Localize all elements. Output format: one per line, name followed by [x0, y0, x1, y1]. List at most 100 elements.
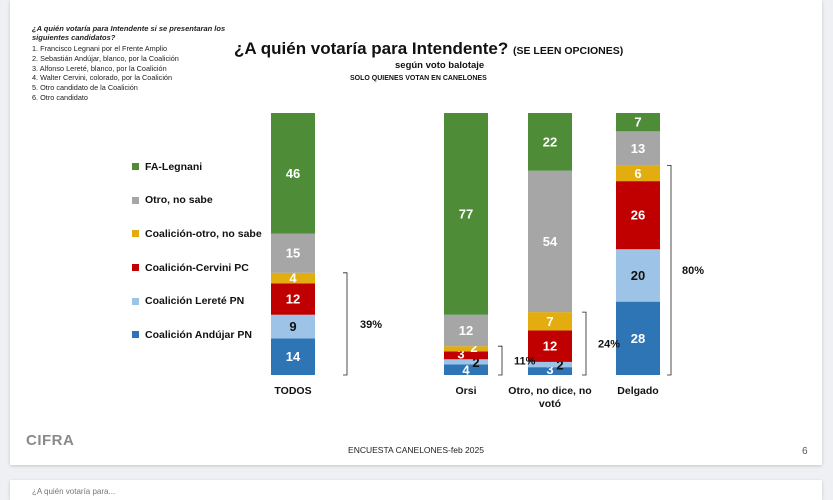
legend-label-lerete: Coalición Lereté PN: [145, 295, 245, 308]
legend-item-fa: FA-Legnani: [132, 150, 262, 184]
bar-segment-1-4: [444, 314, 488, 347]
legend-swatch-fa: [132, 163, 139, 171]
bar-value-label-2-2: 12: [543, 339, 557, 354]
next-slide-preview[interactable]: ¿A quién votaría para...: [10, 480, 822, 500]
question-intro: ¿A quién votaría para Intendente si se p…: [32, 24, 226, 42]
legend-item-lerete: Coalición Lereté PN: [132, 284, 262, 318]
bar-segment-3-4: [616, 131, 660, 166]
bar-value-label-2-4: 54: [543, 234, 558, 249]
option-2: 2. Sebastián Andújar, blanco, por la Coa…: [32, 53, 179, 63]
bar-value-label-1-2: 3: [457, 346, 464, 361]
bar-segment-0-4: [271, 233, 315, 273]
bar-value-label-3-4: 13: [631, 141, 645, 156]
bar-segment-3-1: [616, 249, 660, 302]
bar-segment-2-1: [528, 361, 572, 368]
legend-label-andujar: Coalición Andújar PN: [145, 328, 252, 341]
bar-value-label-0-4: 15: [286, 246, 300, 261]
legend-swatch-coal-otro: [132, 230, 139, 238]
legend-item-coal-otro: Coalición-otro, no sabe: [132, 217, 262, 251]
legend-label-cervini: Coalición-Cervini PC: [145, 261, 249, 274]
bar-segment-0-3: [271, 272, 315, 284]
bar-value-label-3-0: 28: [631, 331, 645, 346]
option-1: 1. Francisco Legnani por el Frente Ampli…: [32, 44, 168, 53]
category-label-0: TODOS: [274, 385, 311, 397]
bar-segment-2-3: [528, 312, 572, 331]
legend-item-cervini: Coalición-Cervini PC: [132, 251, 262, 285]
bar-value-label-2-0: 3: [546, 362, 553, 377]
legend-swatch-lerete: [132, 297, 139, 305]
bar-segment-3-5: [616, 113, 660, 132]
legend-swatch-cervini: [132, 264, 139, 272]
option-4: 4. Walter Cervini, colorado, por la Coal…: [32, 73, 173, 83]
bar-value-label-1-4: 12: [459, 323, 473, 338]
footer-text: ENCUESTA CANELONES-feb 2025: [348, 445, 484, 455]
bar-segment-1-3: [444, 346, 488, 352]
bar-value-label-0-0: 14: [286, 349, 301, 364]
bar-segment-3-3: [616, 165, 660, 182]
category-label-3: Delgado: [617, 385, 658, 397]
chart-title: ¿A quién votaría para Intendente? (SE LE…: [234, 39, 623, 59]
coalition-total-label-0: 39%: [360, 319, 382, 331]
category-label-1: Orsi: [455, 385, 476, 397]
bar-value-label-3-2: 26: [631, 208, 645, 223]
coalition-bracket-0: [343, 272, 348, 376]
coalition-total-label-1: 11%: [514, 356, 536, 368]
legend-label-fa: FA-Legnani: [145, 160, 203, 173]
bar-value-label-1-5: 77: [459, 206, 473, 221]
bar-value-label-0-5: 46: [286, 166, 300, 181]
bar-segment-3-2: [616, 181, 660, 250]
category-label-2-line2: votó: [539, 398, 561, 410]
bar-value-label-1-0: 4: [462, 362, 470, 377]
bar-segment-2-2: [528, 330, 572, 362]
page-number: 6: [802, 446, 808, 457]
bar-value-label-3-1: 20: [631, 268, 645, 283]
title-tag: (SE LEEN OPCIONES): [512, 45, 624, 57]
next-slide-title: ¿A quién votaría para...: [32, 487, 116, 496]
legend-swatch-andujar: [132, 331, 139, 339]
bar-value-label-3-5: 7: [634, 115, 641, 130]
legend-item-otro: Otro, no sabe: [132, 184, 262, 218]
bar-segment-1-0: [444, 364, 488, 375]
option-5: 5. Otro candidato de la Coalición: [32, 83, 138, 93]
category-label-2: Otro, no dice, no: [508, 385, 591, 397]
slide: ¿A quién votaría para Intendente si se p…: [10, 0, 822, 465]
coalition-total-label-3: 80%: [682, 265, 704, 277]
bar-value-label-1-1: 2: [472, 355, 479, 370]
option-3: 3. Alfonso Lereté, blanco, por la Coalic…: [32, 63, 167, 73]
bar-segment-0-2: [271, 283, 315, 315]
coalition-total-label-2: 24%: [598, 339, 620, 351]
coalition-bracket-2: [582, 311, 587, 376]
option-6: 6. Otro candidato: [32, 92, 88, 102]
legend-swatch-otro: [132, 196, 139, 204]
legend-item-andujar: Coalición Andújar PN: [132, 318, 262, 352]
bar-value-label-2-5: 22: [543, 134, 557, 149]
legend: FA-Legnani Otro, no sabe Coalición-otro,…: [132, 150, 262, 352]
bar-value-label-0-3: 4: [289, 271, 297, 286]
legend-label-otro: Otro, no sabe: [145, 194, 213, 207]
bar-value-label-2-3: 7: [546, 314, 553, 329]
bar-value-label-0-2: 12: [286, 292, 300, 307]
bar-segment-2-4: [528, 170, 572, 313]
bar-segment-0-0: [271, 338, 315, 375]
bar-segment-3-0: [616, 301, 660, 375]
options-list: 1. Francisco Legnani por el Frente Ampli…: [32, 44, 179, 103]
bar-value-label-0-1: 9: [289, 319, 296, 334]
chart-subtitle: según voto balotaje: [395, 60, 485, 71]
bar-segment-1-1: [444, 359, 488, 365]
bar-segment-2-0: [528, 367, 572, 375]
bar-segment-1-5: [444, 113, 488, 315]
bar-value-label-2-1: 2: [556, 358, 563, 373]
legend-label-coal-otro: Coalición-otro, no sabe: [145, 227, 262, 240]
bar-segment-2-5: [528, 113, 572, 171]
bar-value-label-3-3: 6: [634, 166, 641, 181]
bar-segment-0-1: [271, 314, 315, 339]
title-main: ¿A quién votaría para Intendente?: [234, 39, 509, 58]
bar-value-label-1-3: 2: [470, 340, 477, 355]
chart-subnote: SOLO QUIENES VOTAN EN CANELONES: [350, 75, 487, 82]
coalition-bracket-3: [667, 165, 672, 376]
bar-segment-0-5: [271, 113, 315, 234]
bar-segment-1-2: [444, 351, 488, 360]
cifra-logo: CIFRA: [26, 432, 75, 449]
coalition-bracket-1: [498, 345, 503, 376]
